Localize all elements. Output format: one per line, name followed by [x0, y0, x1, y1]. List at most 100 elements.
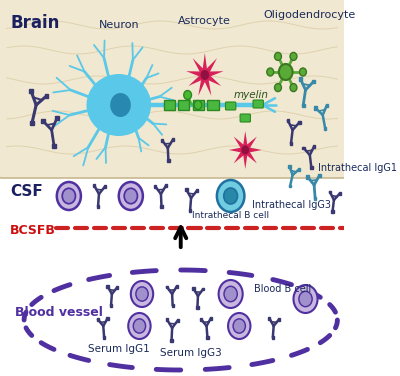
Bar: [313, 145, 316, 148]
Bar: [288, 165, 291, 168]
Bar: [332, 210, 334, 213]
Bar: [172, 138, 174, 141]
Polygon shape: [186, 53, 224, 96]
Circle shape: [184, 91, 192, 100]
Bar: [165, 184, 167, 187]
Bar: [298, 168, 300, 171]
Bar: [338, 192, 341, 195]
Circle shape: [299, 291, 312, 307]
Bar: [302, 103, 305, 107]
Bar: [306, 176, 309, 179]
Bar: [154, 185, 156, 188]
Bar: [278, 318, 280, 321]
Bar: [164, 100, 175, 110]
Bar: [329, 191, 331, 193]
Bar: [161, 139, 163, 142]
Circle shape: [290, 83, 297, 92]
Circle shape: [136, 287, 148, 301]
Bar: [116, 286, 118, 288]
Bar: [314, 106, 317, 109]
Bar: [56, 116, 59, 120]
Circle shape: [119, 182, 143, 210]
Text: Blood B cell: Blood B cell: [254, 284, 311, 294]
Text: Blood vessel: Blood vessel: [14, 306, 102, 319]
Bar: [312, 80, 315, 83]
Circle shape: [124, 188, 138, 204]
Circle shape: [218, 280, 243, 308]
Text: Intrathecal IgG3: Intrathecal IgG3: [252, 200, 331, 210]
Ellipse shape: [89, 86, 140, 134]
Ellipse shape: [86, 74, 151, 136]
Bar: [324, 127, 326, 130]
Circle shape: [200, 70, 209, 80]
Circle shape: [62, 188, 76, 204]
Polygon shape: [229, 131, 262, 169]
Bar: [200, 318, 202, 321]
Bar: [172, 304, 174, 307]
Bar: [178, 100, 189, 110]
Bar: [310, 166, 312, 169]
Circle shape: [274, 83, 282, 92]
Circle shape: [242, 146, 249, 155]
Bar: [167, 159, 170, 162]
Circle shape: [224, 188, 238, 204]
Bar: [176, 319, 179, 322]
Bar: [298, 121, 301, 124]
Text: Serum IgG1: Serum IgG1: [88, 344, 150, 354]
Bar: [289, 185, 291, 187]
Text: myelin: myelin: [234, 90, 269, 100]
Bar: [103, 336, 105, 339]
Bar: [45, 94, 48, 98]
Circle shape: [267, 68, 274, 76]
Text: Serum IgG3: Serum IgG3: [160, 348, 222, 358]
FancyBboxPatch shape: [253, 100, 263, 108]
Bar: [210, 317, 212, 320]
Circle shape: [279, 64, 293, 80]
Bar: [192, 287, 194, 290]
Bar: [196, 189, 198, 192]
Bar: [166, 318, 168, 321]
Bar: [97, 205, 99, 208]
Text: CSF: CSF: [10, 185, 43, 200]
Circle shape: [57, 182, 81, 210]
Text: BCSFB: BCSFB: [10, 223, 56, 237]
Circle shape: [233, 319, 246, 333]
Bar: [170, 339, 173, 342]
Bar: [106, 317, 109, 320]
Circle shape: [131, 281, 153, 307]
Bar: [176, 285, 178, 288]
Circle shape: [194, 100, 202, 109]
Bar: [272, 336, 274, 339]
Text: Intrathecal IgG1: Intrathecal IgG1: [318, 163, 398, 173]
Circle shape: [300, 68, 306, 76]
Bar: [185, 188, 188, 191]
Bar: [93, 184, 96, 187]
Bar: [29, 89, 33, 93]
Text: Astrocyte: Astrocyte: [178, 16, 231, 26]
Bar: [202, 288, 204, 290]
Bar: [104, 185, 106, 188]
Bar: [326, 104, 328, 107]
Bar: [290, 142, 292, 145]
Bar: [106, 285, 109, 288]
Text: Intrathecal B cell: Intrathecal B cell: [192, 211, 269, 220]
Bar: [110, 304, 112, 307]
Bar: [318, 174, 320, 177]
Circle shape: [274, 52, 282, 61]
FancyBboxPatch shape: [0, 0, 346, 178]
Bar: [196, 306, 198, 309]
Bar: [52, 144, 56, 148]
Bar: [314, 197, 316, 200]
FancyBboxPatch shape: [226, 102, 236, 110]
Bar: [30, 121, 34, 125]
Bar: [206, 336, 208, 339]
FancyBboxPatch shape: [240, 114, 250, 122]
Circle shape: [217, 180, 244, 212]
Bar: [299, 77, 302, 81]
Circle shape: [228, 313, 250, 339]
Circle shape: [224, 286, 237, 302]
Text: Oligodendrocyte: Oligodendrocyte: [264, 10, 356, 20]
Bar: [41, 119, 45, 123]
Bar: [166, 286, 168, 288]
Bar: [268, 317, 270, 320]
